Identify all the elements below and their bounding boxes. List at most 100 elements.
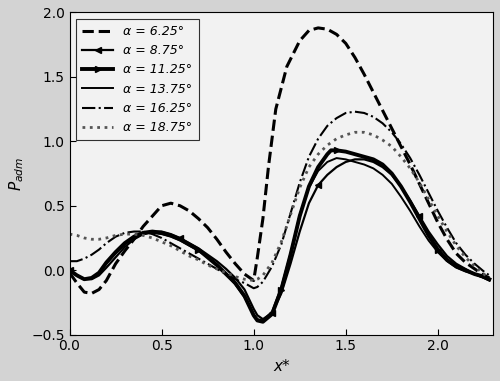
α = 18.75° xyxy=(416,180,422,185)
α = 18.75° xyxy=(315,152,321,157)
α = 13.75° xyxy=(82,277,87,282)
α = 11.25° xyxy=(407,200,413,204)
α = 6.25° xyxy=(472,267,478,271)
α = 18.75° xyxy=(131,232,137,236)
Legend: α = 6.25°, α = 8.75°, α = 11.25°, α = 13.75°, α = 16.25°, α = 18.75°: α = 6.25°, α = 8.75°, α = 11.25°, α = 13… xyxy=(76,19,198,141)
α = 6.25° xyxy=(370,90,376,94)
Line: α = 18.75°: α = 18.75° xyxy=(70,132,490,280)
α = 18.75° xyxy=(306,165,312,170)
α = 8.75° xyxy=(186,241,192,245)
α = 16.25° xyxy=(158,236,164,240)
α = 18.75° xyxy=(435,214,441,218)
α = 18.75° xyxy=(288,213,294,217)
α = 13.75° xyxy=(66,268,72,272)
α = 11.25° xyxy=(223,272,229,276)
α = 6.25° xyxy=(444,237,450,242)
α = 8.75° xyxy=(214,259,220,264)
α = 13.75° xyxy=(104,261,110,266)
α = 13.75° xyxy=(462,269,468,274)
α = 11.25° xyxy=(150,229,156,234)
α = 11.25° xyxy=(186,242,192,247)
α = 16.25° xyxy=(453,241,459,245)
α = 6.25° xyxy=(242,272,248,276)
α = 18.75° xyxy=(104,236,110,240)
α = 16.25° xyxy=(196,256,202,261)
α = 11.25° xyxy=(334,148,340,153)
α = 6.25° xyxy=(131,237,137,242)
α = 13.75° xyxy=(269,309,275,314)
α = 11.25° xyxy=(278,287,284,292)
α = 18.75° xyxy=(426,197,432,202)
Y-axis label: $P_{adm}$: $P_{adm}$ xyxy=(7,157,26,190)
α = 16.25° xyxy=(214,267,220,271)
α = 6.25° xyxy=(254,255,260,259)
α = 13.75° xyxy=(150,231,156,235)
α = 6.25° xyxy=(112,261,118,266)
α = 13.75° xyxy=(260,318,266,323)
α = 18.75° xyxy=(462,255,468,259)
α = 11.25° xyxy=(486,277,492,282)
α = 16.25° xyxy=(306,155,312,159)
α = 16.25° xyxy=(254,285,260,289)
Line: α = 16.25°: α = 16.25° xyxy=(70,112,490,288)
α = 13.75° xyxy=(250,313,256,318)
α = 6.25° xyxy=(435,220,441,225)
α = 6.25° xyxy=(296,38,302,43)
α = 6.25° xyxy=(324,27,330,32)
α = 13.75° xyxy=(315,169,321,173)
α = 16.25° xyxy=(204,261,210,266)
α = 11.25° xyxy=(324,152,330,157)
α = 18.75° xyxy=(380,138,386,142)
α = 11.25° xyxy=(416,216,422,221)
α = 13.75° xyxy=(177,238,183,243)
α = 6.25° xyxy=(306,28,312,33)
α = 8.75° xyxy=(370,160,376,164)
α = 8.75° xyxy=(82,277,87,282)
α = 18.75° xyxy=(389,144,395,149)
α = 8.75° xyxy=(150,229,156,234)
α = 18.75° xyxy=(74,233,80,238)
α = 18.75° xyxy=(96,237,102,242)
α = 11.25° xyxy=(269,312,275,316)
α = 13.75° xyxy=(407,209,413,213)
α = 18.75° xyxy=(186,254,192,258)
α = 18.75° xyxy=(150,236,156,240)
α = 13.75° xyxy=(186,243,192,248)
α = 6.25° xyxy=(250,278,256,283)
α = 16.25° xyxy=(288,211,294,216)
α = 8.75° xyxy=(398,184,404,189)
α = 6.25° xyxy=(186,209,192,213)
Line: α = 6.25°: α = 6.25° xyxy=(70,28,490,293)
α = 13.75° xyxy=(334,156,340,160)
α = 13.75° xyxy=(481,275,487,280)
α = 18.75° xyxy=(343,133,349,137)
α = 6.25° xyxy=(453,251,459,256)
α = 13.75° xyxy=(131,236,137,240)
α = 6.25° xyxy=(407,162,413,167)
α = 18.75° xyxy=(250,278,256,283)
α = 16.25° xyxy=(407,156,413,160)
α = 8.75° xyxy=(269,311,275,315)
α = 16.25° xyxy=(242,281,248,285)
α = 16.25° xyxy=(370,115,376,119)
α = 13.75° xyxy=(122,242,128,247)
α = 11.25° xyxy=(453,264,459,269)
α = 11.25° xyxy=(250,313,256,318)
α = 8.75° xyxy=(324,173,330,177)
α = 6.25° xyxy=(82,290,87,295)
α = 11.25° xyxy=(131,234,137,239)
α = 8.75° xyxy=(416,214,422,218)
α = 16.25° xyxy=(66,259,72,264)
Line: α = 8.75°: α = 8.75° xyxy=(66,156,493,323)
α = 11.25° xyxy=(168,233,174,238)
α = 16.25° xyxy=(260,280,266,284)
α = 6.25° xyxy=(284,64,290,69)
α = 18.75° xyxy=(278,240,284,244)
α = 18.75° xyxy=(66,232,72,236)
α = 11.25° xyxy=(472,272,478,276)
α = 18.75° xyxy=(122,232,128,236)
α = 18.75° xyxy=(444,229,450,234)
α = 18.75° xyxy=(88,237,94,242)
α = 6.25° xyxy=(223,250,229,255)
α = 16.25° xyxy=(315,136,321,141)
